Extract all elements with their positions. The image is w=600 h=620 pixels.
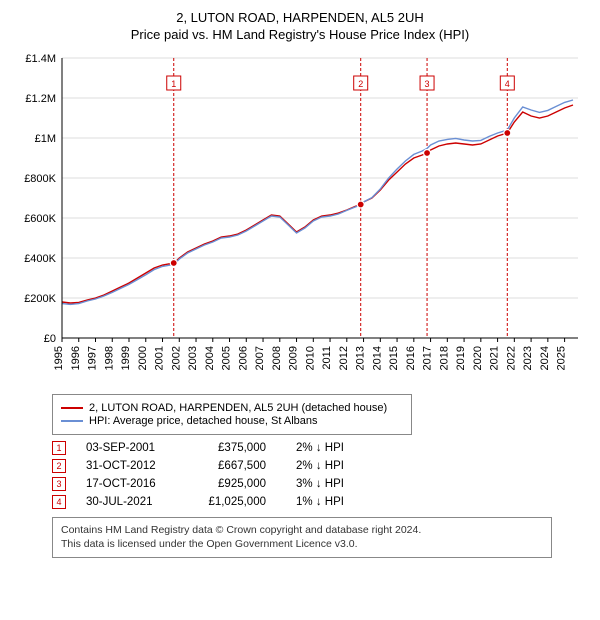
transaction-hpi: 3% ↓ HPI [296, 478, 386, 490]
transaction-marker: 1 [52, 441, 66, 455]
svg-text:2022: 2022 [505, 346, 517, 370]
svg-text:2013: 2013 [355, 346, 367, 370]
svg-text:2008: 2008 [271, 346, 283, 370]
transaction-date: 30-JUL-2021 [86, 496, 206, 508]
legend: 2, LUTON ROAD, HARPENDEN, AL5 2UH (detac… [52, 394, 412, 435]
title-subtitle: Price paid vs. HM Land Registry's House … [12, 27, 588, 42]
transaction-price: £1,025,000 [206, 496, 296, 508]
svg-text:2: 2 [358, 79, 363, 89]
title-address: 2, LUTON ROAD, HARPENDEN, AL5 2UH [12, 10, 588, 25]
svg-text:2018: 2018 [438, 346, 450, 370]
transactions-table: 1 03-SEP-2001£375,0002% ↓ HPI 2 31-OCT-2012… [52, 441, 588, 509]
transaction-marker: 2 [52, 459, 66, 473]
transaction-date: 31-OCT-2012 [86, 460, 206, 472]
svg-text:£1.2M: £1.2M [25, 93, 56, 105]
svg-text:2009: 2009 [288, 346, 300, 370]
transaction-marker: 3 [52, 477, 66, 491]
footer-line-2: This data is licensed under the Open Gov… [61, 538, 543, 552]
svg-text:2025: 2025 [556, 346, 568, 370]
transaction-date: 03-SEP-2001 [86, 442, 206, 454]
attribution-footer: Contains HM Land Registry data © Crown c… [52, 517, 552, 558]
transaction-marker: 4 [52, 495, 66, 509]
svg-text:2019: 2019 [455, 346, 467, 370]
svg-text:2005: 2005 [221, 346, 233, 370]
svg-text:2000: 2000 [137, 346, 149, 370]
chart-svg: £0 £200K £400K £600K £800K £1M £1.2M £1.4M 1 2 3 4 1… [12, 50, 588, 390]
legend-label: HPI: Average price, detached house, St A… [89, 415, 318, 427]
svg-text:3: 3 [425, 79, 430, 89]
svg-text:2020: 2020 [472, 346, 484, 370]
transaction-row: 4 30-JUL-2021£1,025,0001% ↓ HPI [52, 495, 588, 509]
svg-text:4: 4 [505, 79, 510, 89]
transaction-row: 3 17-OCT-2016£925,0003% ↓ HPI [52, 477, 588, 491]
transaction-price: £667,500 [206, 460, 296, 472]
svg-text:1995: 1995 [53, 346, 65, 370]
svg-text:£1M: £1M [35, 133, 56, 145]
legend-swatch [61, 407, 83, 409]
svg-text:£200K: £200K [24, 293, 56, 305]
svg-text:2014: 2014 [371, 346, 383, 370]
legend-swatch [61, 420, 83, 422]
svg-text:1: 1 [171, 79, 176, 89]
svg-text:2024: 2024 [539, 346, 551, 370]
svg-text:2010: 2010 [304, 346, 316, 370]
legend-label: 2, LUTON ROAD, HARPENDEN, AL5 2UH (detac… [89, 402, 387, 414]
svg-text:2012: 2012 [338, 346, 350, 370]
transaction-date: 17-OCT-2016 [86, 478, 206, 490]
legend-row: 2, LUTON ROAD, HARPENDEN, AL5 2UH (detac… [61, 402, 403, 414]
transaction-hpi: 2% ↓ HPI [296, 460, 386, 472]
svg-text:2001: 2001 [154, 346, 166, 370]
svg-text:2011: 2011 [321, 346, 333, 370]
svg-text:2015: 2015 [388, 346, 400, 370]
svg-text:2003: 2003 [187, 346, 199, 370]
transaction-hpi: 2% ↓ HPI [296, 442, 386, 454]
svg-text:1998: 1998 [103, 346, 115, 370]
svg-text:2021: 2021 [489, 346, 501, 370]
svg-text:2006: 2006 [237, 346, 249, 370]
transaction-row: 1 03-SEP-2001£375,0002% ↓ HPI [52, 441, 588, 455]
svg-text:2016: 2016 [405, 346, 417, 370]
transaction-price: £375,000 [206, 442, 296, 454]
svg-text:£600K: £600K [24, 213, 56, 225]
svg-text:2017: 2017 [422, 346, 434, 370]
svg-text:2004: 2004 [204, 346, 216, 370]
price-chart: £0 £200K £400K £600K £800K £1M £1.2M £1.4M 1 2 3 4 1… [12, 50, 588, 390]
svg-text:£1.4M: £1.4M [25, 53, 56, 65]
svg-text:£800K: £800K [24, 173, 56, 185]
svg-text:1996: 1996 [70, 346, 82, 370]
svg-text:1997: 1997 [87, 346, 99, 370]
svg-text:2007: 2007 [254, 346, 266, 370]
transaction-row: 2 31-OCT-2012£667,5002% ↓ HPI [52, 459, 588, 473]
svg-text:2002: 2002 [170, 346, 182, 370]
legend-row: HPI: Average price, detached house, St A… [61, 415, 403, 427]
transaction-hpi: 1% ↓ HPI [296, 496, 386, 508]
transaction-price: £925,000 [206, 478, 296, 490]
svg-text:2023: 2023 [522, 346, 534, 370]
svg-text:1999: 1999 [120, 346, 132, 370]
footer-line-1: Contains HM Land Registry data © Crown c… [61, 524, 543, 538]
svg-text:£400K: £400K [24, 253, 56, 265]
svg-text:£0: £0 [44, 333, 56, 345]
